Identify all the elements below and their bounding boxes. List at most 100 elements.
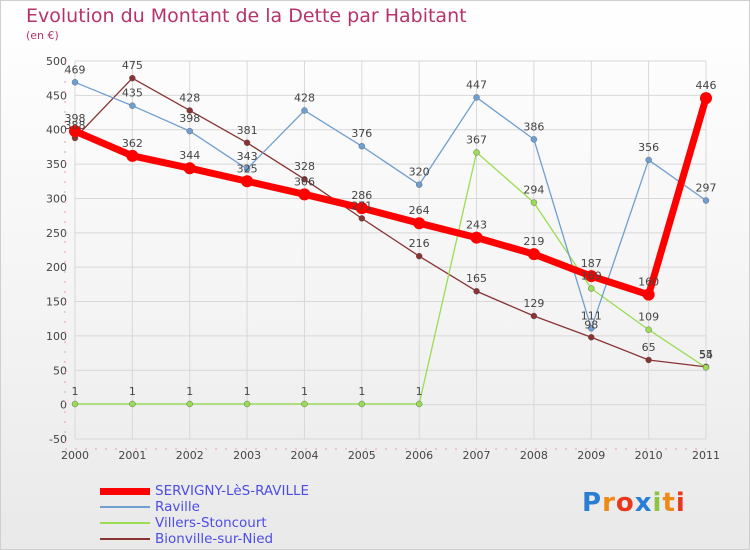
data-point-2 bbox=[71, 400, 79, 408]
data-label-1: 386 bbox=[523, 120, 544, 133]
x-tick-label: 2006 bbox=[405, 449, 433, 462]
data-label-1: 111 bbox=[581, 309, 602, 322]
data-point-0 bbox=[126, 149, 139, 162]
data-label-1: 343 bbox=[237, 150, 258, 163]
y-tick-label: 250 bbox=[46, 227, 67, 240]
legend-swatch bbox=[100, 522, 150, 524]
logo-letter: r bbox=[602, 488, 616, 518]
data-label-3: 98 bbox=[584, 318, 598, 331]
x-tick-label: 2005 bbox=[348, 449, 376, 462]
legend-item: SERVIGNY-LèS-RAVILLE bbox=[100, 483, 309, 499]
data-label-1: 356 bbox=[638, 141, 659, 154]
data-point-3 bbox=[588, 334, 595, 341]
data-point-2 bbox=[473, 149, 480, 156]
data-label-0: 325 bbox=[237, 162, 258, 175]
chart-subtitle: (en €) bbox=[26, 29, 59, 42]
x-tick-label: 2001 bbox=[118, 449, 146, 462]
data-point-0 bbox=[69, 125, 81, 138]
data-label-3: 129 bbox=[523, 297, 544, 310]
data-point-1 bbox=[588, 325, 595, 332]
data-point-3 bbox=[358, 215, 366, 222]
data-label-0: 362 bbox=[122, 137, 143, 150]
y-tick-label: -50 bbox=[49, 433, 67, 446]
data-label-3: 381 bbox=[237, 124, 258, 137]
legend-swatch bbox=[100, 506, 150, 508]
series-line-3 bbox=[74, 77, 707, 368]
data-point-3 bbox=[415, 252, 423, 260]
legend-swatch bbox=[100, 487, 150, 495]
y-tick-label: 450 bbox=[46, 89, 67, 102]
legend-item: Villers-Stoncourt bbox=[100, 515, 309, 531]
data-point-1 bbox=[243, 165, 251, 173]
data-label-3: 428 bbox=[179, 91, 200, 104]
data-point-0 bbox=[355, 202, 368, 215]
data-point-1 bbox=[530, 136, 538, 143]
data-label-2: 1 bbox=[416, 385, 423, 398]
data-point-1 bbox=[473, 94, 480, 101]
data-point-0 bbox=[183, 162, 196, 175]
data-point-1 bbox=[358, 143, 366, 150]
data-point-1 bbox=[186, 127, 193, 135]
x-tick-label: 2003 bbox=[233, 449, 261, 462]
data-label-2: 294 bbox=[523, 184, 544, 197]
x-tick-label: 2000 bbox=[61, 449, 89, 462]
plot-area bbox=[75, 61, 706, 439]
x-tick-label: 2008 bbox=[520, 449, 548, 462]
legend-item: Bionville-sur-Nied bbox=[100, 531, 309, 547]
data-point-1 bbox=[702, 197, 710, 204]
data-point-1 bbox=[301, 107, 308, 114]
legend-label: SERVIGNY-LèS-RAVILLE bbox=[155, 483, 310, 499]
series-line-0 bbox=[71, 94, 710, 299]
data-label-2: 1 bbox=[72, 385, 79, 398]
data-point-0 bbox=[585, 270, 598, 283]
data-point-2 bbox=[358, 400, 366, 408]
y-tick-label: 150 bbox=[46, 296, 67, 309]
legend-item: Raville bbox=[100, 499, 309, 515]
data-point-1 bbox=[415, 181, 423, 188]
data-point-2 bbox=[415, 400, 423, 408]
y-tick-label: 50 bbox=[53, 364, 67, 377]
data-point-3 bbox=[186, 107, 193, 114]
data-label-2: 1 bbox=[186, 385, 193, 398]
data-label-3: 475 bbox=[122, 59, 143, 72]
data-point-3 bbox=[129, 74, 136, 82]
y-tick-label: 0 bbox=[60, 399, 67, 412]
logo-letter: i bbox=[652, 488, 663, 518]
chart-title: Evolution du Montant de la Dette par Hab… bbox=[26, 5, 467, 27]
data-point-2 bbox=[186, 400, 193, 408]
data-label-0: 264 bbox=[409, 204, 430, 217]
data-label-0: 219 bbox=[523, 235, 544, 248]
data-point-1 bbox=[71, 79, 79, 86]
data-label-0: 398 bbox=[65, 112, 86, 125]
data-point-0 bbox=[527, 248, 540, 261]
y-tick-label: 350 bbox=[46, 158, 67, 171]
y-tick-label: 200 bbox=[46, 261, 67, 274]
data-label-1: 435 bbox=[122, 87, 143, 100]
data-label-2: 109 bbox=[638, 311, 659, 324]
series-line-1 bbox=[74, 81, 707, 329]
data-label-3: 65 bbox=[642, 341, 656, 354]
data-point-0 bbox=[241, 175, 254, 188]
data-point-3 bbox=[645, 356, 652, 364]
data-label-1: 297 bbox=[696, 182, 717, 195]
data-label-0: 160 bbox=[638, 276, 659, 289]
data-label-0: 286 bbox=[351, 189, 372, 202]
data-point-2 bbox=[129, 400, 136, 408]
data-point-2 bbox=[243, 400, 251, 408]
data-point-0 bbox=[642, 288, 655, 301]
data-label-2: 1 bbox=[301, 385, 308, 398]
proxiti-logo: Proxiti bbox=[582, 488, 686, 518]
data-point-3 bbox=[301, 176, 308, 183]
chart-legend: SERVIGNY-LèS-RAVILLE Raville Villers-Stonc… bbox=[100, 483, 309, 547]
data-label-3: 216 bbox=[409, 237, 430, 250]
data-point-1 bbox=[645, 156, 652, 164]
legend-label: Bionville-sur-Nied bbox=[155, 531, 274, 547]
data-label-3: 388 bbox=[65, 119, 86, 132]
data-label-3: 55 bbox=[699, 348, 713, 361]
x-tick-label: 2007 bbox=[463, 449, 491, 462]
data-label-1: 447 bbox=[466, 78, 487, 91]
legend-label: Raville bbox=[155, 499, 200, 515]
data-label-2: 1 bbox=[129, 385, 136, 398]
data-label-1: 398 bbox=[179, 112, 200, 125]
data-point-2 bbox=[530, 199, 538, 206]
